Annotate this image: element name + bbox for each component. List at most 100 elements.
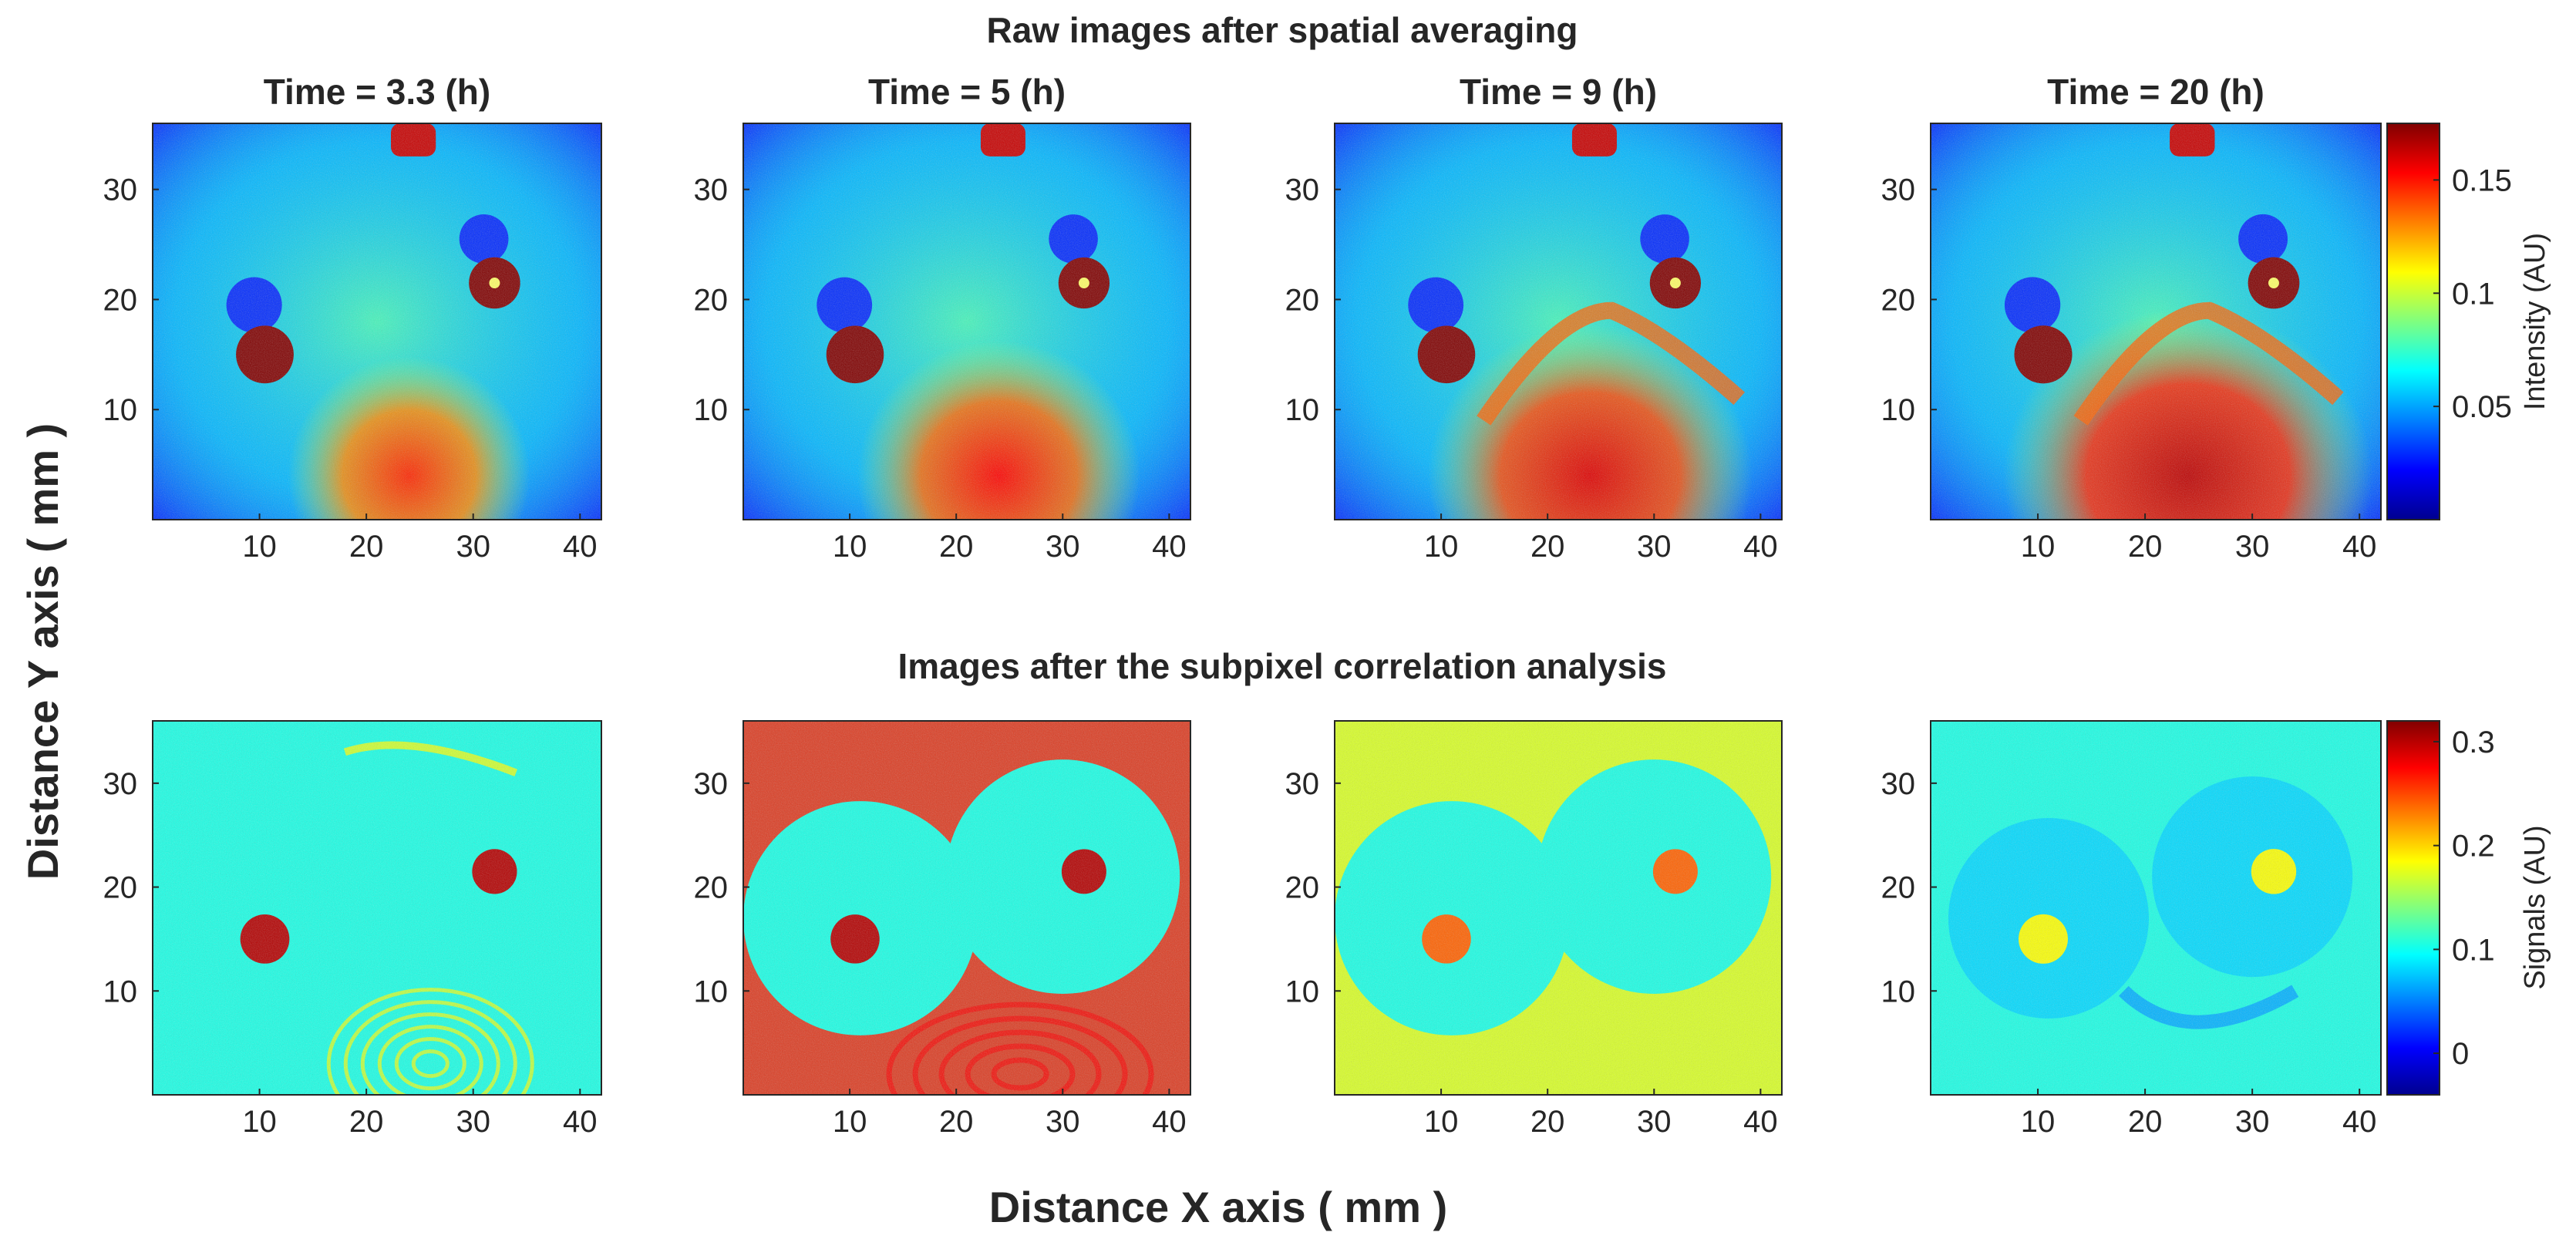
colorbar-row1-label: Intensity (AU): [2519, 233, 2551, 410]
x-tick-label: 20: [2128, 530, 2163, 564]
y-tick-label: 20: [103, 283, 138, 317]
colorbar-tick-label: 0.05: [2452, 390, 2512, 424]
heatmap-image: [743, 721, 1190, 1095]
colorbar-row1: 0.05 0.1 0.15 Intensity (AU): [2386, 123, 2551, 520]
y-tick-label: 20: [1285, 871, 1320, 905]
y-tick-label: 30: [103, 767, 138, 801]
y-tick-label: 10: [694, 393, 729, 427]
panel-title-1-text: Time = 3.3 (h): [264, 72, 490, 112]
x-tick-label: 30: [456, 530, 490, 564]
heatmap-row2-panel4: 10 20 30 40 10 20 30: [1881, 720, 2382, 1139]
y-tick-label: 30: [1881, 767, 1916, 801]
y-tick-label: 20: [1285, 283, 1320, 317]
panel-title-3: Time = 9 (h): [1460, 72, 1657, 112]
panel-title-2: Time = 5 (h): [868, 72, 1066, 112]
x-axis-label: Distance X axis ( mm ): [989, 1183, 1447, 1231]
x-tick-label: 10: [1424, 530, 1459, 564]
x-tick-label: 20: [2128, 1105, 2163, 1139]
heatmap-row2-panel2: 10 20 30 40 10 20 30: [694, 720, 1191, 1139]
x-tick-label: 30: [1046, 530, 1080, 564]
colorbar-row2-gradient: [2386, 720, 2440, 1096]
heatmap-row2-panel1: 10 20 30 40 10 20 30: [103, 720, 602, 1139]
heatmap-image: [1931, 123, 2381, 520]
y-tick-label: 30: [1881, 173, 1916, 207]
x-tick-label: 30: [1637, 1105, 1672, 1139]
colorbar-row1-gradient: [2386, 123, 2440, 520]
x-tick-label: 40: [1152, 530, 1187, 564]
x-tick-label: 40: [2342, 1105, 2377, 1139]
x-tick-label: 40: [1743, 1105, 1778, 1139]
x-tick-label: 10: [242, 530, 277, 564]
x-tick-label: 10: [833, 530, 867, 564]
y-tick-label: 30: [1285, 767, 1320, 801]
heatmap-row1-panel1: 10 20 30 40 10 20 30: [103, 123, 602, 564]
y-tick-label: 10: [1881, 975, 1916, 1008]
y-tick-label: 10: [1285, 393, 1320, 427]
x-tick-label: 30: [456, 1105, 490, 1139]
y-tick-label: 20: [1881, 871, 1916, 905]
heatmap-row1-panel3: 10 20 30 40 10 20 30: [1285, 123, 1783, 564]
heatmap-image: [1931, 721, 2381, 1095]
x-tick-label: 40: [2342, 530, 2377, 564]
x-tick-label: 20: [1530, 1105, 1565, 1139]
axes-box: [742, 123, 1191, 520]
x-tick-label: 20: [349, 1105, 384, 1139]
colorbar-row2-label: Signals (AU): [2519, 825, 2551, 989]
x-tick-label: 30: [1046, 1105, 1080, 1139]
x-tick-label: 40: [1152, 1105, 1187, 1139]
heatmap-row2-panel3: 10 20 30 40 10 20 30: [1285, 720, 1783, 1139]
colorbar-row2: 0 0.1 0.2 0.3 Signals (AU): [2386, 720, 2551, 1096]
heatmap-row1-panel4: 10 20 30 40 10 20 30: [1881, 123, 2382, 564]
colorbar-tick-label: 0.15: [2452, 163, 2512, 197]
x-tick-label: 20: [1530, 530, 1565, 564]
x-tick-label: 30: [2235, 1105, 2270, 1139]
heatmap-panels: 10 20 30 40 10 20 30 10 20 30 40 10 20 30 10 20 30 40 10 20…: [103, 123, 2382, 1139]
panel-title-4: Time = 20 (h): [2047, 72, 2265, 112]
axes-box: [1930, 123, 2382, 520]
y-tick-label: 10: [1285, 975, 1320, 1008]
y-tick-label: 30: [1285, 173, 1320, 207]
x-tick-label: 20: [349, 530, 384, 564]
x-tick-label: 20: [939, 530, 974, 564]
x-tick-label: 30: [2235, 530, 2270, 564]
colorbar-tick-label: 0.3: [2452, 726, 2495, 759]
heatmap-image: [1335, 123, 1782, 520]
colorbar-row1-ticks: 0.05 0.1 0.15: [2433, 163, 2512, 424]
heatmap-image: [153, 721, 601, 1095]
y-tick-label: 20: [1881, 283, 1916, 317]
panel-title-2-text: Time = 5 (h): [868, 72, 1066, 112]
y-tick-label: 20: [694, 871, 729, 905]
colorbar-tick-label: 0.2: [2452, 830, 2495, 864]
y-tick-label: 10: [103, 393, 138, 427]
y-tick-label: 10: [103, 975, 138, 1008]
axes-box: [1334, 123, 1783, 520]
axes-box: [1334, 720, 1783, 1096]
heatmap-row1-panel2: 10 20 30 40 10 20 30: [694, 123, 1191, 564]
x-tick-label: 10: [2021, 1105, 2056, 1139]
heatmap-image: [1335, 721, 1782, 1095]
panel-title-1: Time = 3.3 (h): [264, 72, 490, 112]
colorbar-row2-ticks: 0 0.1 0.2 0.3: [2433, 726, 2495, 1071]
y-tick-label: 10: [694, 975, 729, 1008]
y-tick-label: 20: [103, 871, 138, 905]
panel-title-4-text: Time = 20 (h): [2047, 72, 2265, 112]
axes-box: [152, 720, 602, 1096]
x-tick-label: 10: [242, 1105, 277, 1139]
row1-title: Raw images after spatial averaging: [987, 10, 1578, 50]
axes-box: [152, 123, 602, 520]
y-tick-label: 10: [1881, 393, 1916, 427]
x-tick-label: 40: [563, 530, 598, 564]
x-tick-label: 40: [563, 1105, 598, 1139]
x-tick-label: 10: [833, 1105, 867, 1139]
heatmap-image: [743, 123, 1190, 520]
colorbar-tick-label: 0.1: [2452, 933, 2495, 967]
x-tick-label: 40: [1743, 530, 1778, 564]
axes-box: [1930, 720, 2382, 1096]
axes-box: [742, 720, 1191, 1096]
row2-title: Images after the subpixel correlation an…: [897, 646, 1666, 686]
heatmap-image: [153, 123, 601, 520]
x-tick-label: 10: [1424, 1105, 1459, 1139]
colorbar-tick-label: 0: [2452, 1037, 2469, 1071]
colorbar-tick-label: 0.1: [2452, 277, 2495, 311]
